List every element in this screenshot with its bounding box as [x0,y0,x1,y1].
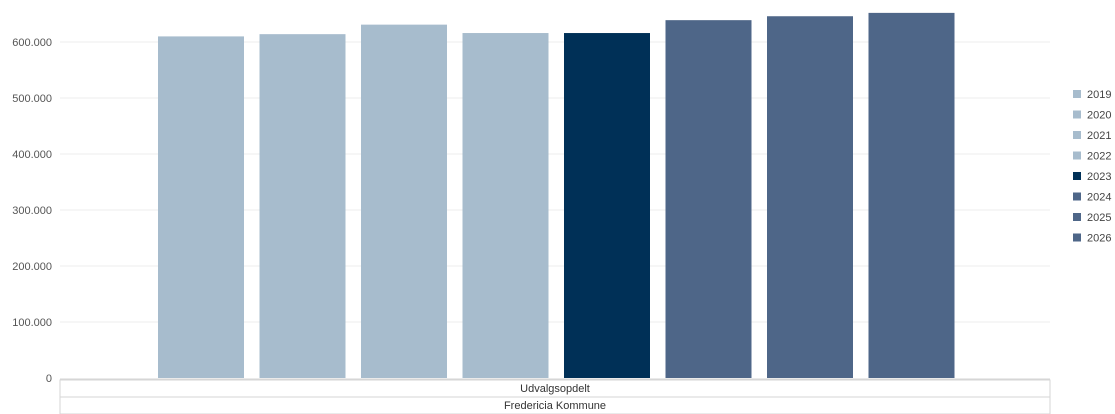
legend-swatch-2020 [1073,110,1081,119]
y-tick-label: 300.000 [12,205,52,217]
bar-2019[interactable] [158,36,244,379]
bar-2025[interactable] [767,16,853,379]
category-group-box [59,396,1051,414]
legend-swatch-2019 [1073,90,1081,98]
bar-2023[interactable] [564,33,650,378]
y-tick-label: 500.000 [12,93,52,105]
category-group-label: Fredericia Kommune [504,400,606,412]
x-axis: Udvalgsopdelt Fredericia Kommune [59,379,1051,414]
legend-label-2026[interactable]: 2026 [1087,233,1111,245]
legend-label-2020[interactable]: 2020 [1087,110,1111,122]
y-tick-label: 0 [46,373,52,385]
legend: 2019 2020 2021 2022 2023 2024 2025 2026 [1073,89,1111,245]
legend-swatch-2025 [1073,213,1081,221]
legend-swatch-2022 [1073,151,1081,160]
legend-swatch-2026 [1073,233,1081,242]
legend-swatch-2021 [1073,131,1081,139]
bars [60,12,1050,380]
y-tick-label: 400.000 [12,149,52,161]
legend-label-2019[interactable]: 2019 [1087,89,1111,101]
y-axis: 0 100.000 200.000 300.000 400.000 500.000 600.… [12,37,52,385]
legend-swatch-2023 [1073,172,1081,180]
legend-label-2025[interactable]: 2025 [1087,212,1111,224]
legend-label-2023[interactable]: 2023 [1087,171,1111,183]
bar-2020[interactable] [259,34,346,378]
y-tick-label: 600.000 [12,37,52,49]
y-tick-label: 100.000 [12,317,52,329]
legend-swatch-2024 [1073,192,1081,201]
bar-2024[interactable] [665,20,752,378]
legend-label-2024[interactable]: 2024 [1087,192,1111,204]
bar-2022[interactable] [462,33,549,378]
bar-2021[interactable] [361,24,447,378]
legend-label-2022[interactable]: 2022 [1087,151,1111,163]
y-tick-label: 200.000 [12,261,52,273]
bar-2026[interactable] [868,12,955,378]
legend-label-2021[interactable]: 2021 [1087,130,1111,142]
category-label: Udvalgsopdelt [520,383,590,395]
